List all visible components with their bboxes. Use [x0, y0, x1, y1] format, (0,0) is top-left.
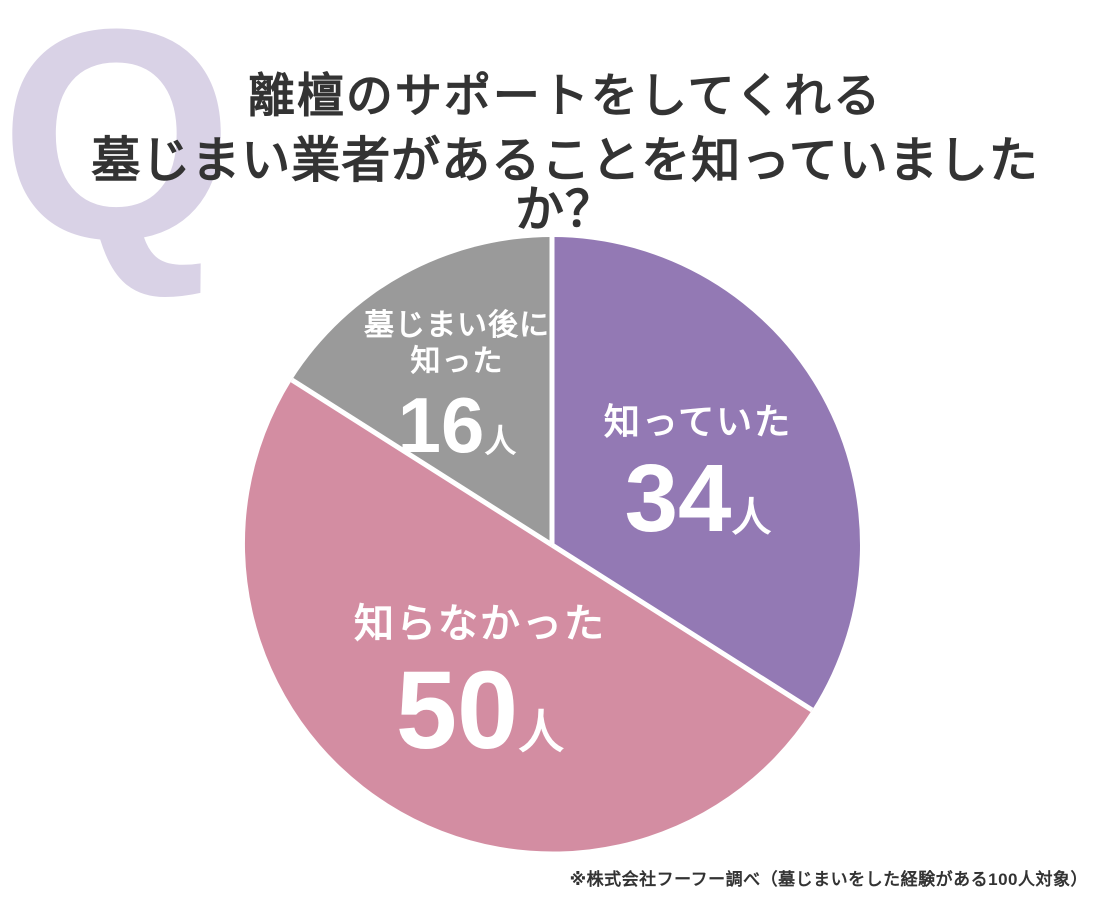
slice-knew-unit: 人: [731, 496, 772, 541]
pie-chart: [234, 227, 870, 863]
question-mark-q: Q: [0, 0, 234, 302]
slice-learned-after-value-row: 16人: [362, 386, 552, 464]
slice-did-not-know-unit: 人: [518, 706, 565, 758]
source-footnote: ※株式会社フーフー調べ（墓じまいをした経験がある100人対象）: [569, 870, 1088, 889]
slice-did-not-know-label: 知らなかった: [354, 602, 606, 646]
slice-knew-label: 知っていた: [603, 401, 793, 442]
slice-learned-after-label-line2: 知った: [410, 345, 504, 378]
slice-knew-value: 34: [624, 445, 732, 553]
pie-slice-label-learned-after: 墓じまい後に 知った 16人: [362, 308, 552, 464]
pie-slice-label-did-not-know: 知らなかった 50人: [340, 600, 620, 766]
slice-knew-value-row: 34人: [588, 451, 808, 547]
slice-learned-after-value: 16: [397, 381, 485, 469]
slice-divider-1: [550, 542, 814, 713]
slice-did-not-know-value: 50: [395, 649, 519, 772]
page-title: 離檀のサポートをしてくれる 墓じまい業者があることを知っていましたか？: [60, 72, 1070, 235]
pie-chart-svg: [244, 237, 860, 852]
title-line-2: 墓じまい業者があることを知っていましたか？: [91, 134, 1039, 237]
pie-slice-1: [244, 379, 813, 852]
pie-slice-2: [291, 237, 552, 545]
title-line-1: 離檀のサポートをしてくれる: [247, 69, 883, 122]
slice-did-not-know-value-row: 50人: [340, 656, 620, 766]
slice-learned-after-label-line1: 墓じまい後に: [364, 309, 550, 342]
pie-slice-label-knew: 知っていた 34人: [588, 400, 808, 547]
slice-learned-after-unit: 人: [484, 423, 517, 459]
slice-divider-2: [290, 377, 554, 548]
